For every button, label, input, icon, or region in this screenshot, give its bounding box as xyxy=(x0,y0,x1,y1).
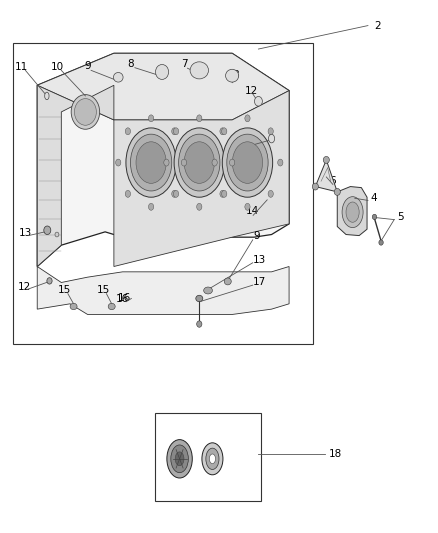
Ellipse shape xyxy=(71,95,99,130)
Ellipse shape xyxy=(47,278,52,284)
Ellipse shape xyxy=(148,204,154,211)
Ellipse shape xyxy=(220,190,225,197)
Ellipse shape xyxy=(173,128,179,135)
Ellipse shape xyxy=(226,69,239,82)
Ellipse shape xyxy=(172,128,177,135)
Polygon shape xyxy=(315,160,337,192)
Text: 16: 16 xyxy=(118,294,131,303)
Polygon shape xyxy=(37,53,289,120)
Text: 6: 6 xyxy=(329,176,336,186)
Polygon shape xyxy=(37,85,114,266)
Ellipse shape xyxy=(334,189,340,195)
Text: 5: 5 xyxy=(397,213,403,222)
Ellipse shape xyxy=(230,159,235,166)
Ellipse shape xyxy=(346,202,359,222)
Ellipse shape xyxy=(323,157,329,164)
Ellipse shape xyxy=(268,190,273,197)
Ellipse shape xyxy=(227,134,268,191)
Text: 18: 18 xyxy=(328,449,342,459)
Ellipse shape xyxy=(70,303,77,310)
Ellipse shape xyxy=(232,142,262,183)
Ellipse shape xyxy=(45,92,49,100)
Ellipse shape xyxy=(245,204,250,211)
Bar xyxy=(155,413,261,501)
Polygon shape xyxy=(37,266,289,314)
Ellipse shape xyxy=(184,142,215,183)
Text: 9: 9 xyxy=(253,231,260,241)
Ellipse shape xyxy=(190,62,208,79)
Ellipse shape xyxy=(179,134,220,191)
Ellipse shape xyxy=(372,214,377,220)
Ellipse shape xyxy=(113,72,123,82)
Ellipse shape xyxy=(254,96,262,106)
Text: 8: 8 xyxy=(127,60,134,69)
Ellipse shape xyxy=(174,128,225,197)
Ellipse shape xyxy=(196,295,203,302)
Ellipse shape xyxy=(108,303,115,310)
Ellipse shape xyxy=(116,159,121,166)
Ellipse shape xyxy=(155,64,169,79)
Polygon shape xyxy=(337,187,367,236)
Ellipse shape xyxy=(74,99,96,125)
Ellipse shape xyxy=(125,128,131,135)
Text: 13: 13 xyxy=(19,228,32,238)
Text: 15: 15 xyxy=(97,286,110,295)
Text: 13: 13 xyxy=(253,255,266,264)
Ellipse shape xyxy=(172,190,177,197)
Ellipse shape xyxy=(181,159,187,166)
Text: 9: 9 xyxy=(84,61,91,71)
Ellipse shape xyxy=(209,454,215,464)
Ellipse shape xyxy=(204,287,212,294)
Ellipse shape xyxy=(278,159,283,166)
Text: 7: 7 xyxy=(180,60,187,69)
Ellipse shape xyxy=(224,278,231,285)
Ellipse shape xyxy=(175,452,184,466)
Ellipse shape xyxy=(126,128,176,197)
Ellipse shape xyxy=(148,115,154,122)
Text: 12: 12 xyxy=(244,86,258,95)
Ellipse shape xyxy=(222,128,227,135)
Ellipse shape xyxy=(197,321,202,327)
Text: 12: 12 xyxy=(18,282,31,292)
Ellipse shape xyxy=(268,134,275,143)
Ellipse shape xyxy=(212,159,217,166)
Text: 17: 17 xyxy=(253,278,266,287)
Ellipse shape xyxy=(312,183,318,190)
Ellipse shape xyxy=(222,128,272,197)
Polygon shape xyxy=(37,53,289,266)
Ellipse shape xyxy=(197,204,202,211)
Text: 10: 10 xyxy=(51,62,64,71)
Polygon shape xyxy=(114,91,289,266)
Ellipse shape xyxy=(220,128,225,135)
Text: 14: 14 xyxy=(246,206,259,216)
Text: 11: 11 xyxy=(244,136,258,146)
Ellipse shape xyxy=(173,190,179,197)
Text: 11: 11 xyxy=(15,62,28,71)
Ellipse shape xyxy=(125,190,131,197)
Ellipse shape xyxy=(167,440,192,478)
Ellipse shape xyxy=(44,226,51,235)
Ellipse shape xyxy=(136,142,166,183)
Ellipse shape xyxy=(206,448,219,470)
Text: 16: 16 xyxy=(116,294,129,304)
Ellipse shape xyxy=(342,197,363,228)
Ellipse shape xyxy=(379,240,383,245)
Ellipse shape xyxy=(131,134,172,191)
Text: 4: 4 xyxy=(371,193,377,203)
Text: 2: 2 xyxy=(374,21,381,30)
Text: 8: 8 xyxy=(232,70,239,79)
Ellipse shape xyxy=(164,159,169,166)
Ellipse shape xyxy=(171,445,188,473)
Ellipse shape xyxy=(268,128,273,135)
Ellipse shape xyxy=(197,115,202,122)
Bar xyxy=(13,43,313,344)
Ellipse shape xyxy=(245,115,250,122)
Text: 15: 15 xyxy=(58,286,71,295)
Ellipse shape xyxy=(55,232,59,237)
Ellipse shape xyxy=(202,443,223,475)
Ellipse shape xyxy=(222,190,227,197)
